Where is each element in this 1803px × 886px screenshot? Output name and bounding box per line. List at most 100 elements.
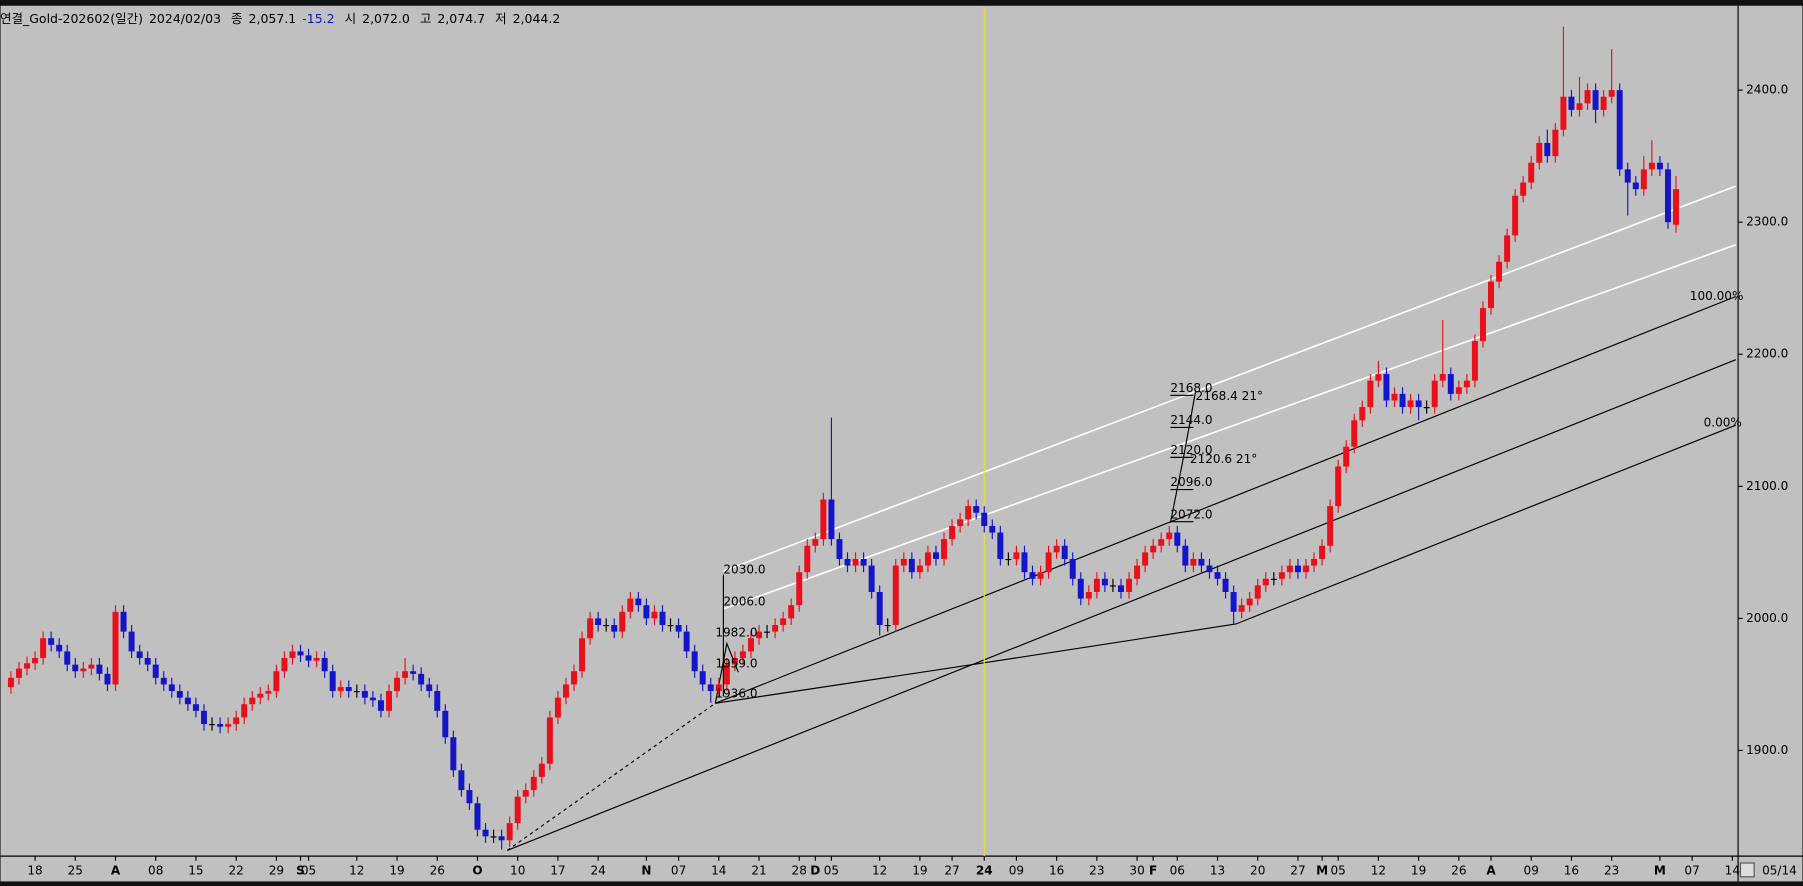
candle-body: [675, 624, 682, 632]
x-tick-label: 18: [27, 864, 42, 878]
candle-body: [1311, 558, 1318, 566]
candle-body: [1005, 558, 1012, 561]
x-tick-label: 07: [1684, 864, 1699, 878]
x-tick-label: 14: [1725, 864, 1740, 878]
candle-body: [1319, 545, 1326, 559]
annotation: 2168.0: [1170, 381, 1212, 395]
zigzag: [1169, 390, 1197, 523]
zoom-button[interactable]: [1739, 862, 1755, 878]
candle-body: [1126, 578, 1133, 592]
candle-body: [1013, 552, 1020, 559]
candle-body: [1584, 90, 1591, 104]
y-tick-label: 2300.0: [1746, 215, 1788, 229]
candle-body: [707, 684, 714, 692]
candle-body: [611, 624, 618, 632]
candle-body: [1351, 420, 1358, 447]
candle-body: [176, 691, 183, 698]
x-tick-label: 13: [1210, 864, 1225, 878]
candle-body: [458, 770, 465, 791]
candle-body: [466, 790, 473, 804]
candle-body: [168, 684, 175, 692]
trend-line: [1235, 424, 1737, 625]
candle-body: [136, 651, 143, 659]
x-tick-label: 12: [349, 864, 364, 878]
candle-body: [201, 710, 207, 725]
candle-body: [1439, 374, 1446, 381]
candle-body: [723, 664, 730, 685]
candle-body: [1222, 578, 1229, 592]
candle-body: [192, 704, 199, 711]
candle-body: [1343, 446, 1350, 467]
candle-body: [426, 684, 433, 692]
candle-body: [1142, 552, 1149, 566]
candle-body: [1463, 380, 1470, 388]
candle-body: [386, 691, 392, 711]
candle-body: [1407, 400, 1414, 408]
annotation: 2120.6 21°: [1190, 452, 1257, 466]
drawing-tools: [507, 185, 1737, 851]
candle-body: [1455, 387, 1462, 394]
candle-body: [321, 658, 328, 672]
x-tick-label: 29: [269, 864, 284, 878]
y-tick-label: 1900.0: [1746, 743, 1788, 757]
x-tick-label: M: [1654, 864, 1666, 878]
x-tick-label: 19: [912, 864, 927, 878]
candle-body: [643, 605, 650, 619]
x-tick-label: 19: [1411, 864, 1426, 878]
candle-body: [1327, 506, 1334, 546]
x-tick-label: O: [472, 864, 482, 878]
candle-body: [80, 668, 87, 672]
x-tick-label: 24: [590, 864, 605, 878]
candle-body: [1254, 585, 1261, 599]
candle-body: [796, 572, 803, 606]
candle-body: [7, 677, 14, 688]
annotation: 2072.0: [1170, 507, 1212, 521]
x-tick-label: 15: [188, 864, 203, 878]
candle-body: [361, 691, 368, 698]
candle-body: [1471, 341, 1478, 381]
candle-body: [1262, 578, 1269, 586]
annotation: 0.00%: [1704, 415, 1742, 429]
candle-body: [1198, 558, 1205, 566]
x-end-label: 05/14: [1762, 864, 1797, 878]
candle-body: [683, 631, 690, 652]
candle-body: [1673, 189, 1680, 225]
candle-body: [924, 552, 931, 566]
candle-body: [273, 671, 280, 692]
candle-body: [997, 532, 1004, 559]
trend-line: [723, 244, 1737, 610]
candle-body: [1303, 565, 1309, 573]
header-item: 종: [231, 11, 243, 26]
annotation: 2096.0: [1170, 475, 1212, 489]
candle-body: [1085, 591, 1092, 599]
x-tick-label: 17: [550, 864, 565, 878]
candle-body: [209, 724, 216, 726]
candle-body: [635, 598, 642, 606]
x-tick-label: 23: [1604, 864, 1619, 878]
candle-body: [1568, 96, 1575, 110]
candle-body: [104, 673, 111, 685]
candle-body: [1431, 380, 1438, 408]
annotation: 1982.0: [715, 626, 757, 640]
x-tick-label: M: [1316, 864, 1328, 878]
candle-body: [498, 836, 505, 841]
annotation: 1959.0: [715, 657, 757, 671]
candle-body: [297, 651, 304, 656]
candle-body: [144, 658, 151, 665]
x-tick-label: 07: [671, 864, 686, 878]
x-tick-label: 21: [751, 864, 766, 878]
candle-body: [1624, 169, 1631, 183]
x-tick-label: 16: [1564, 864, 1579, 878]
candle-body: [1383, 374, 1390, 401]
x-tick-label: 09: [1009, 864, 1024, 878]
candle-body: [345, 687, 352, 692]
candle-body: [1077, 578, 1084, 599]
candle-body: [522, 790, 529, 797]
candle-body: [844, 558, 851, 566]
x-tick-label: 05: [1331, 864, 1346, 878]
candle-body: [595, 618, 602, 625]
x-tick-label: 26: [430, 864, 445, 878]
header-item: -15.2: [302, 11, 335, 26]
candle-body: [1270, 578, 1277, 580]
candle-body: [88, 664, 95, 669]
